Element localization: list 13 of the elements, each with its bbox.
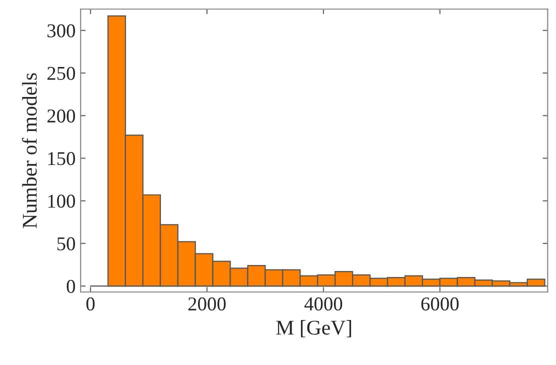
y-tick-label: 150 bbox=[48, 152, 76, 166]
y-tick-label: 300 bbox=[48, 24, 76, 38]
y-tick-label: 250 bbox=[47, 66, 76, 80]
x-tick-label: 2000 bbox=[188, 297, 226, 311]
x-tick-label: 0 bbox=[86, 297, 95, 311]
y-tick-label: 0 bbox=[66, 280, 76, 293]
x-tick-label: 6000 bbox=[421, 297, 459, 311]
x-tick-label: 4000 bbox=[304, 297, 342, 311]
y-tick-label: 50 bbox=[57, 237, 76, 250]
y-axis-title: Number of models bbox=[22, 73, 37, 228]
y-tick-label: 100 bbox=[48, 194, 76, 208]
x-axis-title: M [GeV] bbox=[276, 320, 352, 338]
y-tick-label: 200 bbox=[47, 109, 76, 123]
